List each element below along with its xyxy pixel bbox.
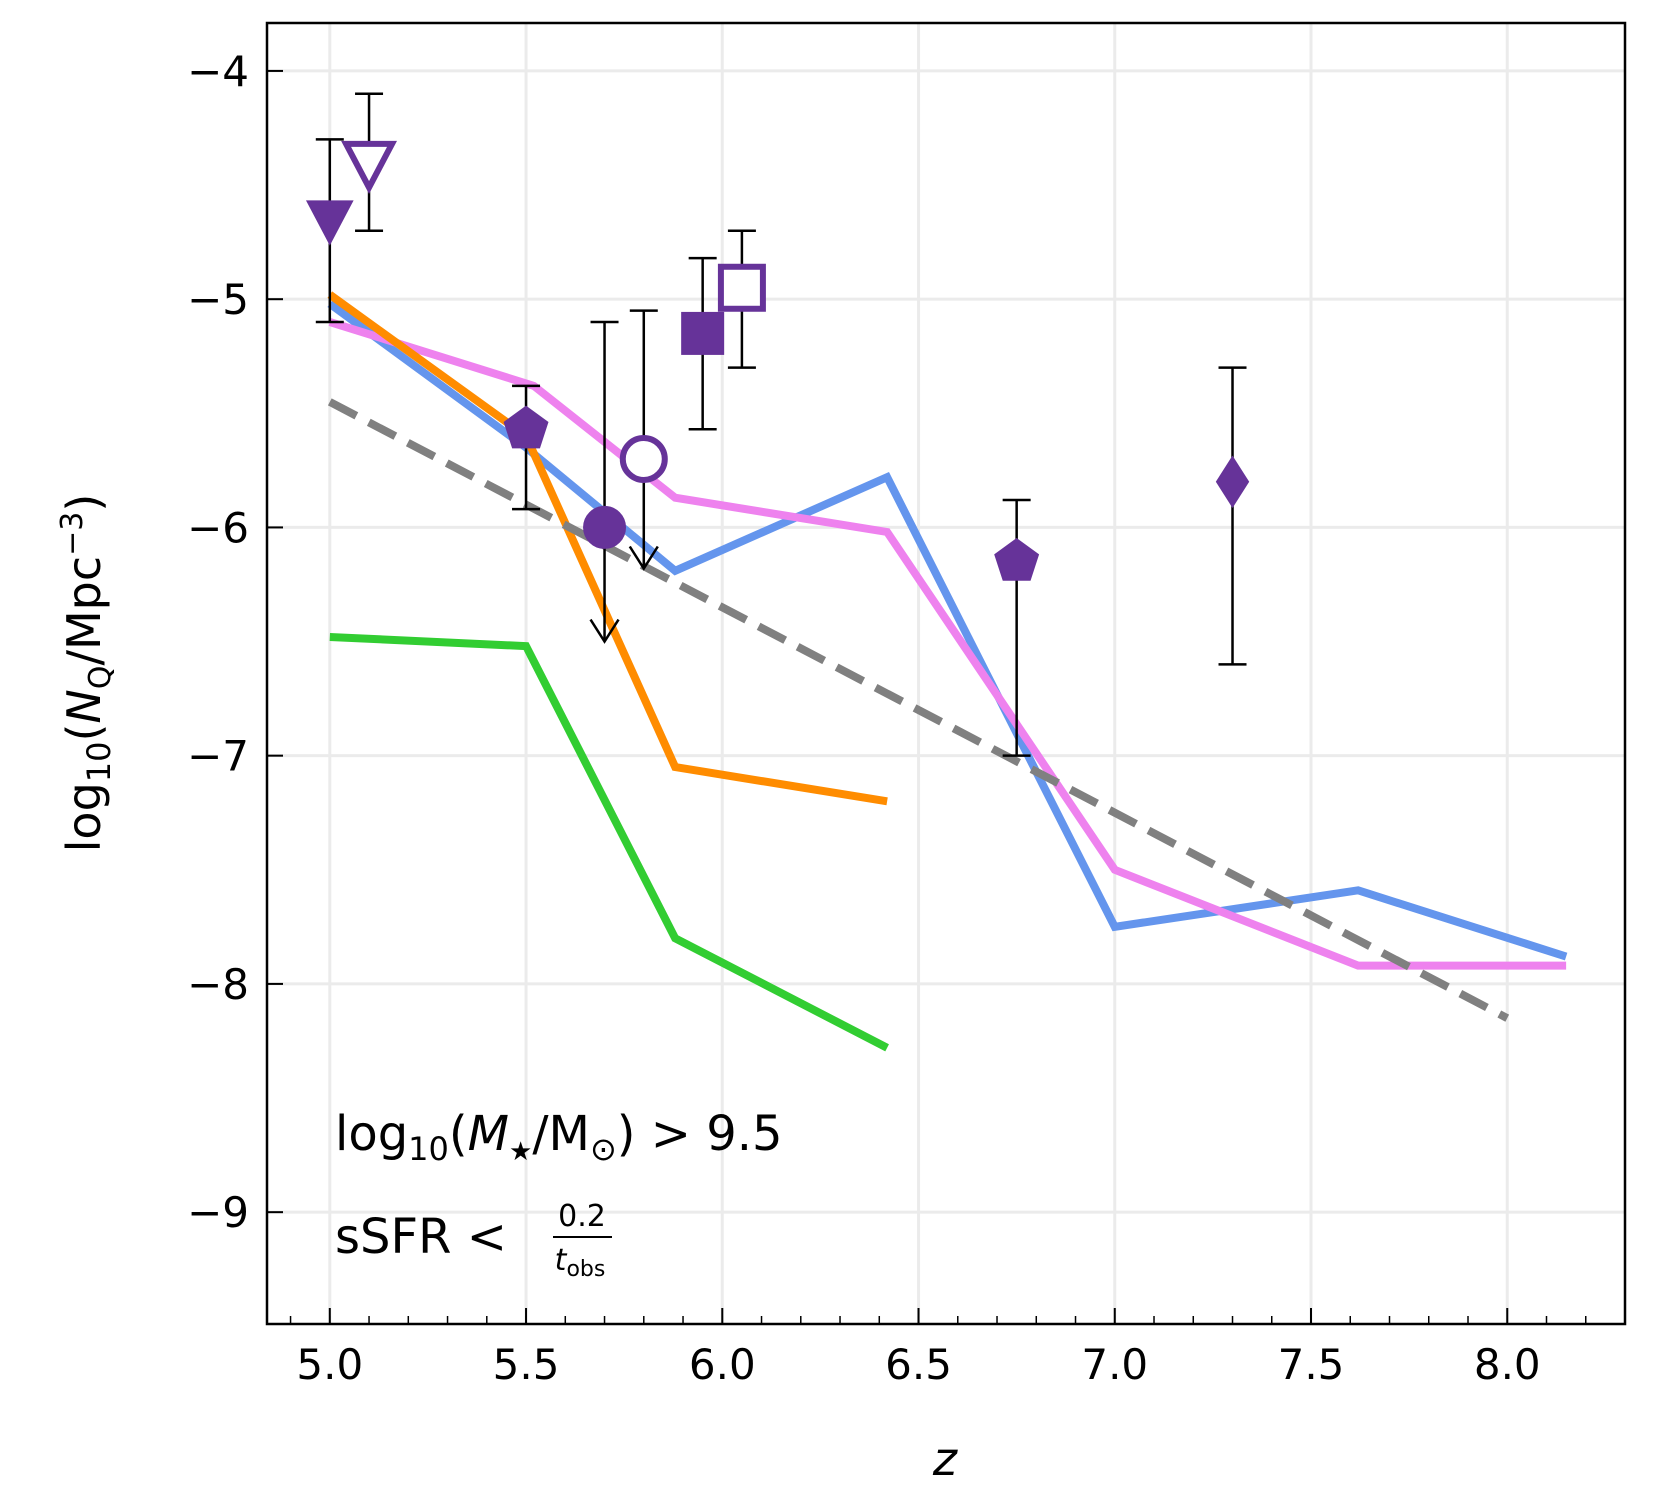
annotation-part: ) > 9.5 — [617, 1106, 783, 1162]
annotation-part: t — [555, 1243, 568, 1278]
y-label-part: ( — [57, 724, 111, 742]
grid — [267, 23, 1625, 1324]
x-tick-label: 6.5 — [885, 1340, 952, 1389]
x-tick-label: 7.0 — [1081, 1340, 1148, 1389]
y-label-part: /Mpc — [57, 556, 111, 666]
x-tick-label: 5.5 — [493, 1340, 560, 1389]
annotation-denominator: tobs — [555, 1243, 606, 1282]
y-tick-label: −6 — [187, 503, 249, 552]
limit-arrow — [589, 618, 620, 644]
data-point — [1215, 455, 1250, 509]
limit-arrow — [628, 545, 659, 571]
data-point — [681, 311, 725, 355]
annotation-ssfr: sSFR < — [335, 1209, 507, 1265]
y-label-part: Q — [83, 666, 118, 690]
annotation-part: obs — [566, 1257, 605, 1282]
y-tick-label: −8 — [187, 960, 249, 1009]
x-tick-label: 7.5 — [1278, 1340, 1345, 1389]
annotation-part: ★ — [509, 1137, 532, 1167]
axes: 5.0 5.5 6.0 6.5 7.0 7.5 8.0 −4 −5 −6 −7 −8 −9 — [187, 47, 1626, 1389]
data-point — [717, 263, 766, 312]
y-label-part: N — [57, 689, 111, 723]
annotation-part: /M — [532, 1106, 590, 1162]
line-series — [329, 632, 889, 1052]
x-tick-label: 8.0 — [1474, 1340, 1541, 1389]
annotation-numerator: 0.2 — [558, 1199, 606, 1234]
annotation-part: log — [335, 1106, 408, 1162]
y-label: log10(NQ/Mpc−3) — [55, 494, 118, 853]
x-tick-label: 5.0 — [296, 1340, 363, 1389]
y-label-part: 10 — [80, 742, 118, 783]
data-point — [341, 140, 398, 194]
y-tick-label: −4 — [187, 47, 249, 96]
data-point — [583, 505, 627, 549]
points — [305, 92, 1250, 757]
y-tick-label: −5 — [187, 275, 249, 324]
annotation-part: 10 — [408, 1130, 449, 1168]
data-point — [503, 405, 549, 449]
annotation-part: M — [468, 1106, 509, 1162]
plot-frame — [265, 21, 1627, 1326]
x-label: z — [932, 1432, 958, 1486]
y-label-part: −3 — [55, 512, 90, 556]
y-label-part: log — [57, 782, 111, 852]
data-point — [619, 434, 668, 483]
lines — [327, 291, 1568, 1052]
y-label-part: ) — [57, 494, 111, 512]
y-tick-label: −9 — [187, 1188, 249, 1237]
line-series — [327, 300, 1568, 961]
y-tick-label: −7 — [187, 732, 249, 781]
data-point — [305, 200, 354, 246]
data-point — [994, 538, 1040, 581]
annotation-part: ( — [449, 1106, 468, 1162]
annotation-part: ⊙ — [590, 1130, 617, 1168]
annotation-mass: log10(M★/M⊙) > 9.5 — [335, 1106, 783, 1168]
line-series — [327, 291, 888, 806]
x-tick-label: 6.0 — [689, 1340, 756, 1389]
